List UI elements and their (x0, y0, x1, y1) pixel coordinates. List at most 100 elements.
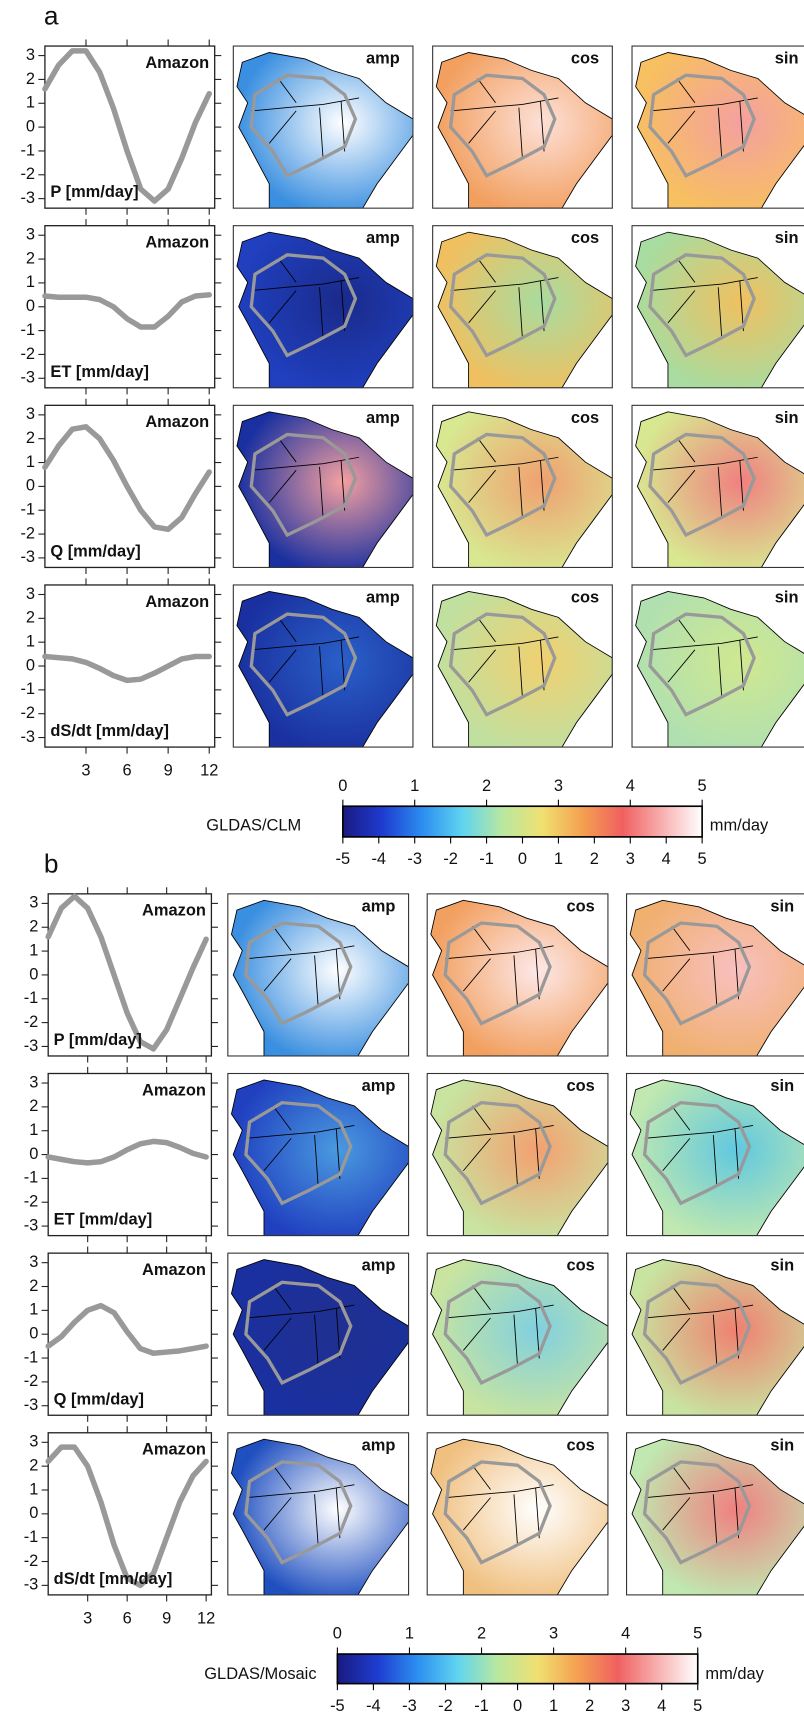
map-frame (631, 45, 804, 209)
river (314, 1314, 319, 1367)
river (734, 1128, 740, 1179)
river (277, 437, 297, 463)
river (671, 926, 691, 951)
map (435, 411, 613, 568)
river (676, 617, 696, 642)
river (712, 1135, 718, 1188)
colorbar-tick-label: 2 (585, 1697, 594, 1715)
map-title: sin (770, 1257, 794, 1275)
map-frame (232, 225, 414, 389)
map-frame (626, 1072, 804, 1237)
panel-label: b (44, 848, 59, 878)
basin-outline (448, 253, 557, 358)
land (230, 1079, 409, 1236)
colorbar-tick-label: 1 (410, 777, 419, 795)
river (739, 640, 744, 691)
river (518, 646, 523, 699)
map (635, 411, 804, 568)
river (513, 1135, 518, 1188)
river (739, 280, 744, 332)
river (468, 110, 496, 144)
map-title: sin (770, 897, 794, 915)
colorbar-tick-label: 3 (621, 1697, 630, 1715)
land (435, 52, 613, 209)
basin-outline (443, 1280, 552, 1385)
y-tick-label: -3 (20, 369, 35, 387)
map (230, 1438, 409, 1595)
river (535, 1128, 540, 1179)
river (540, 280, 545, 332)
y-tick-label: -3 (24, 1396, 39, 1414)
river (263, 1138, 292, 1172)
river (734, 1308, 740, 1359)
river (463, 1317, 491, 1351)
map (635, 52, 804, 209)
y-tick-label: -2 (20, 704, 35, 722)
land (430, 1079, 608, 1236)
basin-outline (448, 73, 557, 178)
map-frame (432, 584, 613, 748)
map-frame (227, 1072, 410, 1237)
map (236, 52, 413, 209)
land (236, 590, 413, 748)
map (629, 1438, 804, 1595)
x-tick-label: 3 (81, 762, 90, 780)
map-title: amp (362, 1257, 396, 1275)
y-tick-label: -2 (24, 1013, 39, 1031)
river (314, 1494, 319, 1547)
x-tick-label: 6 (122, 762, 131, 780)
colorbar-tick-label: -5 (330, 1697, 345, 1715)
colorbar-tick-label: -4 (366, 1697, 381, 1715)
river (468, 469, 496, 503)
river (472, 1105, 491, 1131)
y-tick-label: -2 (24, 1552, 39, 1570)
y-tick-label: 1 (29, 1480, 38, 1498)
river (263, 958, 292, 992)
basin-outline (642, 1100, 752, 1206)
y-label: dS/dt [mm/day] (50, 722, 169, 740)
river (712, 955, 718, 1008)
colorbar (342, 805, 703, 838)
colorbar-tick-label: -1 (474, 1697, 489, 1715)
river (535, 1308, 540, 1359)
series-line (42, 424, 212, 533)
map-frame (631, 225, 804, 389)
river (335, 1487, 341, 1539)
map-frame (432, 225, 613, 389)
land (435, 411, 613, 568)
y-label: P [mm/day] (50, 183, 138, 201)
river (314, 1135, 319, 1188)
river (662, 1317, 691, 1351)
colorbar-tick-label: 1 (549, 1697, 558, 1715)
colorbar-tick-label: 1 (554, 850, 563, 868)
y-tick-label: 2 (26, 609, 35, 627)
y-tick-label: 3 (26, 405, 35, 423)
map-title: cos (571, 588, 599, 606)
river (513, 955, 518, 1008)
river (667, 110, 696, 144)
y-tick-label: -2 (24, 1193, 39, 1211)
river (712, 1494, 718, 1547)
y-tick-label: 2 (29, 1457, 38, 1475)
basin-outline (443, 921, 552, 1026)
y-tick-label: 2 (26, 70, 35, 88)
map-title: amp (366, 50, 400, 68)
colorbar-unit: mm/day (705, 1665, 764, 1683)
river (277, 257, 297, 283)
y-tick-label: 2 (26, 429, 35, 447)
land (230, 1438, 409, 1595)
land (629, 1438, 804, 1595)
river (314, 955, 319, 1008)
river (513, 1494, 518, 1547)
river (477, 437, 496, 463)
river (676, 437, 696, 463)
y-tick-label: 2 (29, 918, 38, 936)
river (268, 290, 297, 324)
land (629, 899, 804, 1056)
map-frame (426, 1432, 609, 1596)
map (635, 231, 804, 388)
river (712, 1314, 718, 1367)
y-tick-label: -3 (20, 189, 35, 207)
map-frame (426, 1072, 609, 1237)
